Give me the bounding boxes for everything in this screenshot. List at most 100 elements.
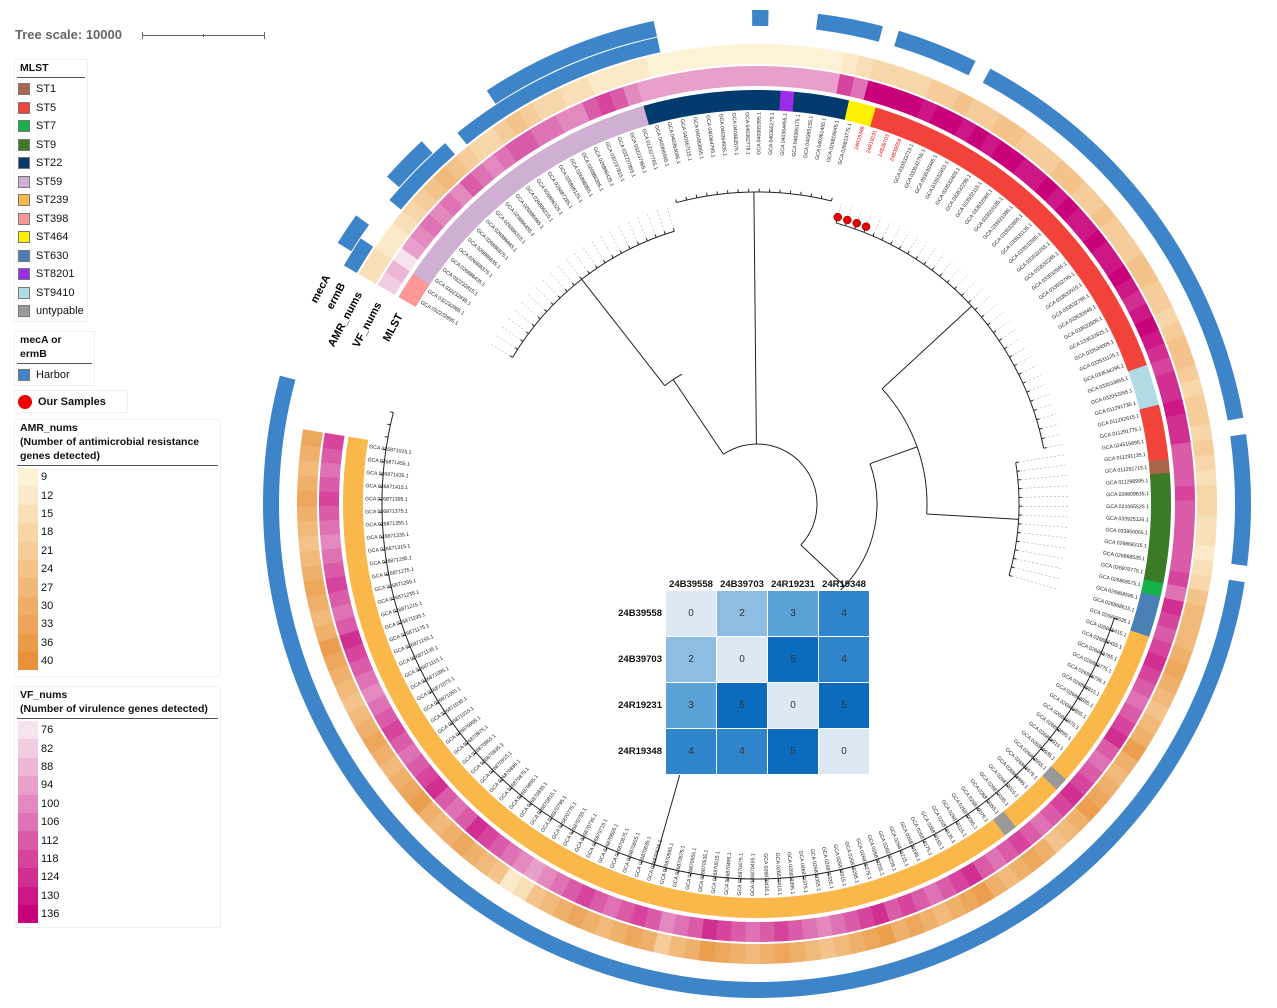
- legend-mlst-item: ST8201: [15, 265, 87, 284]
- mlst-cell: [1142, 418, 1165, 436]
- mlst-cell: [1059, 745, 1084, 770]
- legend-amr-title: AMR_nums: [20, 422, 78, 434]
- color-swatch: [18, 596, 38, 616]
- mlst-cell: [919, 126, 941, 151]
- mlst-cell: [470, 788, 495, 813]
- ermB-arc: [457, 37, 661, 145]
- color-swatch: [18, 249, 30, 262]
- legend-mlst-label: ST5: [36, 101, 57, 114]
- leaf-branch: [876, 859, 878, 863]
- amr-cell: [1014, 131, 1040, 157]
- vf-cell: [373, 706, 399, 730]
- color-swatch: [18, 633, 38, 652]
- mecA-arc: [894, 30, 976, 76]
- leaf-branch: [1008, 574, 1013, 577]
- amr-cell: [1085, 785, 1111, 811]
- amr-ring: [296, 44, 1218, 964]
- leaf-guide: [1021, 485, 1069, 489]
- legend-vf-title: VF_nums: [20, 689, 68, 701]
- vf-cell: [1107, 265, 1133, 289]
- mlst-cell: [416, 728, 442, 752]
- vf-cell: [1049, 792, 1075, 817]
- leaf-branch: [911, 845, 914, 849]
- amr-cell: [297, 520, 319, 537]
- mlst-cell: [998, 176, 1022, 202]
- mlst-cell: [584, 862, 606, 887]
- mlst-cell: [907, 121, 929, 146]
- vf-cell: [1160, 597, 1184, 617]
- mlst-cell: [1148, 459, 1170, 475]
- vf-cell: [651, 75, 670, 99]
- amr-cell: [1166, 334, 1191, 357]
- vf-cell: [1172, 456, 1194, 473]
- leaf-branch: [628, 856, 631, 860]
- vf-cell: [1168, 427, 1191, 446]
- amr-cell: [840, 52, 860, 76]
- mlst-cell: [1137, 592, 1161, 611]
- leaf-branch: [1114, 617, 1118, 620]
- leaf-guide: [489, 343, 511, 357]
- leaf-branch: [672, 228, 675, 232]
- color-swatch: [18, 886, 38, 905]
- leaf-branch: [490, 770, 494, 774]
- vf-cell: [542, 114, 565, 140]
- leaf-branch: [872, 233, 875, 237]
- leaf-label: GCA 024515895.1: [1101, 439, 1144, 452]
- vf-cell: [615, 899, 636, 924]
- leaf-guide: [908, 236, 919, 252]
- leaf-guide: [963, 281, 976, 294]
- mlst-cell: [346, 436, 369, 454]
- vf-cell: [523, 857, 547, 883]
- leaf-guide: [1019, 464, 1067, 472]
- leaf-guide: [1044, 433, 1062, 439]
- mlst-cell: [844, 100, 863, 124]
- mlst-cell: [343, 464, 365, 480]
- color-swatch: [18, 794, 38, 813]
- leaf-guide: [864, 213, 872, 230]
- leaf-guide: [581, 245, 596, 266]
- legend_amr-scale-step: 33: [15, 615, 220, 634]
- legend-amr-subtitle: (Number of antimicrobial resistance gene…: [20, 436, 200, 462]
- leaf-branch: [1036, 418, 1040, 421]
- leaf-branch: [645, 237, 648, 242]
- matrix-row-header: 24R19348: [618, 746, 662, 757]
- leaf-branch: [922, 840, 925, 844]
- leaf-guide: [1020, 532, 1068, 539]
- vf-cell: [517, 129, 541, 155]
- leaf-guide: [1036, 403, 1053, 410]
- vf-cell: [319, 491, 340, 507]
- vf-cell: [643, 907, 663, 931]
- leaf-branch: [423, 680, 427, 683]
- leaf-label: GCA 040363665.1: [691, 117, 704, 160]
- amr-cell: [1137, 712, 1163, 736]
- amr-cell: [1112, 750, 1139, 775]
- mlst-cell: [1079, 266, 1105, 290]
- leaf-guide: [1007, 786, 1009, 788]
- legend-mecA-ermB: mecA or ermB Harbor: [14, 331, 95, 386]
- vf-cell: [715, 920, 732, 942]
- leaf-branch: [544, 309, 548, 312]
- leaf-label: GCA 026886465.1: [514, 193, 545, 230]
- vf-cell: [808, 69, 826, 92]
- mlst-cell: [547, 844, 570, 869]
- vf-cell: [1155, 370, 1179, 391]
- vf-cell: [1121, 290, 1147, 313]
- leaf-guide: [656, 208, 665, 232]
- amr-cell: [450, 831, 475, 857]
- amr-cell: [682, 938, 702, 961]
- amr-cell: [402, 198, 428, 224]
- vf-cell: [321, 547, 344, 565]
- leaf-label: GCA 011291135.1: [1104, 452, 1146, 463]
- amr-cell: [630, 57, 651, 81]
- leaf-branch: [549, 817, 553, 821]
- mlst-cell: [475, 190, 500, 215]
- mlst-cell: [1042, 766, 1067, 790]
- mlst-cell: [554, 136, 576, 161]
- mlst-cell: [1003, 803, 1027, 828]
- amr-cell: [652, 932, 673, 956]
- matrix-cell: 4: [818, 590, 870, 637]
- leaf-branch: [1004, 346, 1008, 350]
- amr-cell: [318, 636, 343, 658]
- legend-mlst-label: ST464: [36, 231, 69, 244]
- vf-cell: [966, 125, 990, 150]
